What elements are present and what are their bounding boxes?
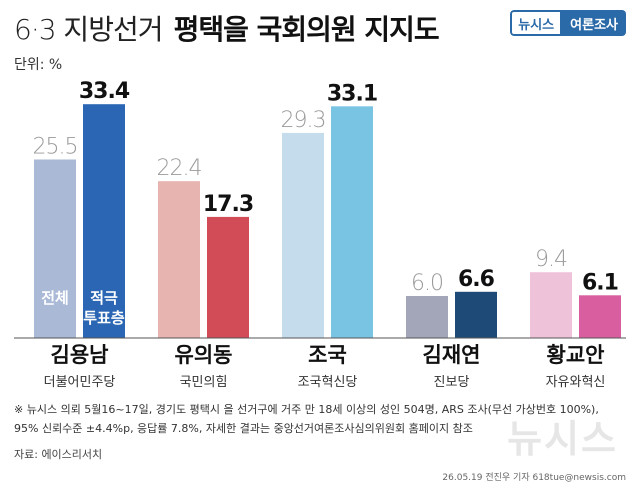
series-label-0-0: 전체	[41, 289, 69, 307]
bar-overall-1	[158, 181, 200, 338]
value-label-active-4: 6.1	[582, 270, 618, 295]
value-label-active-0: 33.4	[79, 79, 130, 104]
bar-active-0	[83, 104, 125, 338]
category-name-0: 김용남	[51, 343, 109, 367]
series-label-1-1: 투표층	[83, 309, 125, 327]
value-label-overall-1: 22.4	[157, 156, 202, 181]
bar-overall-2	[282, 132, 324, 338]
footnote-line-1: ※ 뉴시스 의뢰 5월16~17일, 경기도 평택시 을 선거구에 거주 만 1…	[14, 403, 599, 416]
watermark: 뉴시스	[507, 417, 618, 461]
category-name-1: 유의동	[175, 343, 233, 367]
bar-active-1	[207, 216, 249, 338]
category-party-0: 더불어민주당	[44, 375, 116, 390]
bar-overall-3	[406, 296, 448, 338]
bar-active-4	[579, 295, 621, 338]
series-label-1-0: 적극	[90, 289, 118, 307]
bar-overall-4	[530, 272, 572, 338]
category-name-2: 조국	[308, 343, 347, 367]
title-light: 6·3 지방선거	[14, 13, 163, 46]
unit-label: 단위: %	[14, 57, 63, 73]
title-bold: 평택을 국회의원 지지도	[173, 13, 440, 46]
value-label-overall-2: 29.3	[281, 108, 326, 133]
newsis-poll-badge: 뉴시스 여론조사	[510, 10, 626, 36]
footnote-line-2: 95% 신뢰수준 ±4.4%p, 응답률 7.8%, 자세한 결과는 중앙선거여…	[14, 422, 473, 435]
bar-active-2	[331, 106, 373, 338]
category-party-1: 국민의힘	[180, 375, 228, 390]
badge-poll: 여론조사	[562, 10, 626, 36]
category-name-4: 황교안	[547, 343, 605, 367]
source: 자료: 에이스리서치	[14, 448, 103, 461]
category-party-3: 진보당	[434, 375, 470, 390]
bar-active-3	[455, 291, 497, 338]
value-label-overall-4: 9.4	[535, 247, 567, 272]
category-party-4: 자유와혁신	[546, 375, 606, 390]
bar-overall-0	[34, 159, 76, 338]
value-label-active-2: 33.1	[327, 81, 377, 106]
value-label-overall-0: 25.5	[33, 135, 78, 160]
value-label-overall-3: 6.0	[411, 271, 443, 296]
chart-title: 6·3 지방선거 평택을 국회의원 지지도	[14, 8, 440, 52]
credit: 26.05.19 전진우 기자 618tue@newsis.com	[442, 473, 626, 483]
badge-newsis: 뉴시스	[510, 10, 563, 36]
value-label-active-1: 17.3	[203, 192, 253, 217]
category-party-2: 조국혁신당	[298, 375, 358, 390]
value-label-active-3: 6.6	[458, 267, 495, 292]
category-name-3: 김재연	[423, 343, 481, 367]
